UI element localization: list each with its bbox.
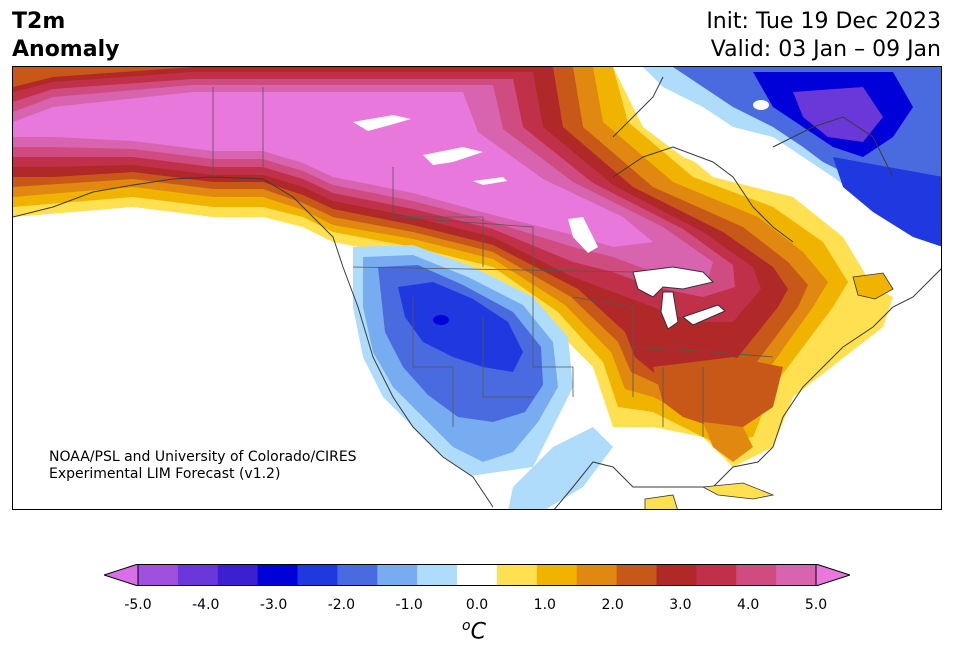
colorbar-segment (257, 564, 299, 586)
great-slave-lake (423, 147, 483, 165)
init-date: Init: Tue 19 Dec 2023 (706, 9, 941, 34)
colorbar-segment (696, 564, 737, 586)
colorbar-min-arrow (102, 563, 139, 587)
colorbar-segment (417, 564, 458, 586)
colorbar (102, 563, 852, 587)
colorbar-ticks: -5.0 -4.0 -3.0 -2.0 -1.0 0.0 1.0 2.0 3.0 4.0 5.0 (0, 597, 953, 617)
cold-anomaly-quebec (833, 157, 941, 247)
map-canvas (13, 67, 941, 509)
colorbar-segment (616, 564, 657, 586)
colorbar-tick-label: -1.0 (395, 597, 423, 613)
colorbar-segment (496, 564, 538, 586)
colorbar-tick-label: -4.0 (192, 597, 220, 613)
lake-erie (681, 304, 726, 326)
units-degree: o (462, 618, 471, 634)
colorbar-segment (138, 564, 179, 586)
colorbar-segment (736, 564, 777, 586)
colorbar-units: oC (462, 618, 486, 644)
credit-line-2: Experimental LIM Forecast (v1.2) (49, 466, 281, 482)
colorbar-max-arrow (815, 563, 852, 587)
colorbar-tick-label: -5.0 (124, 597, 152, 613)
title-line-1: T2m (12, 9, 66, 34)
colorbar-segment (457, 564, 498, 586)
hudson-bay-core (753, 100, 769, 110)
cuba (701, 482, 775, 500)
title-line-2: Anomaly (12, 37, 120, 62)
colorbar-segment (536, 564, 578, 586)
hispaniola (644, 494, 678, 509)
colorbar-tick-label: -2.0 (327, 597, 356, 613)
colorbar-tick-label: 4.0 (737, 597, 760, 613)
great-bear-lake (353, 115, 411, 131)
colorbar-tick-label: 5.0 (804, 597, 828, 613)
colorbar-segment (656, 564, 697, 586)
colorbar-segment (576, 564, 618, 586)
colorbar-tick-label: 2.0 (601, 597, 624, 613)
cold-anomaly-west-deep (398, 282, 523, 372)
colorbar-tick-label: -3.0 (259, 597, 288, 613)
colorbar-segment (776, 564, 817, 586)
colorbar-segment (177, 564, 219, 586)
colorbar-tick-label: 1.0 (533, 597, 556, 613)
credit-text: NOAA/PSL and University of Colorado/CIRE… (49, 449, 357, 483)
warm-anomaly-southeast (653, 357, 783, 427)
colorbar-segment (297, 564, 338, 586)
colorbar-border (137, 564, 817, 586)
lake-athabasca (473, 177, 507, 185)
colorbar-tick-label: 3.0 (669, 597, 692, 613)
lake-michigan (660, 291, 679, 330)
cold-anomaly-west-core (433, 315, 449, 325)
warm-anomaly-magenta (13, 92, 653, 247)
colorbar-svg (102, 563, 852, 587)
forecast-dates: Init: Tue 19 Dec 2023 Valid: 03 Jan – 09… (706, 8, 941, 64)
great-lakes (632, 266, 714, 298)
map-title: T2m Anomaly (12, 8, 119, 64)
colorbar-segment (217, 564, 259, 586)
colorbar-segment (337, 564, 378, 586)
coastlines (13, 76, 941, 509)
newfoundland-warm (852, 272, 894, 300)
colorbar-segment (377, 564, 418, 586)
colorbar-tick-label: 0.0 (465, 597, 489, 613)
gulf-light-cold (508, 427, 613, 509)
lake-winnipeg (568, 217, 598, 253)
anomaly-map (12, 66, 942, 510)
credit-line-1: NOAA/PSL and University of Colorado/CIRE… (49, 449, 357, 465)
valid-range: Valid: 03 Jan – 09 Jan (710, 37, 941, 62)
warm-anomaly-florida (703, 422, 753, 462)
political-borders (212, 87, 774, 437)
units-celsius: C (470, 619, 486, 645)
